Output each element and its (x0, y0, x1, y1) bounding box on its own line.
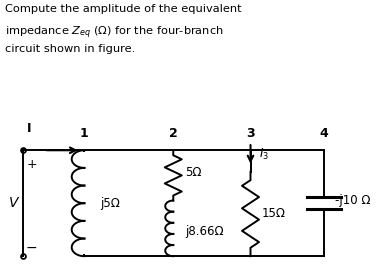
Text: $-$: $-$ (25, 240, 37, 253)
Text: circuit shown in figure.: circuit shown in figure. (5, 44, 135, 54)
Text: 15Ω: 15Ω (262, 208, 286, 220)
Text: V: V (9, 196, 19, 210)
Text: 2: 2 (169, 127, 178, 140)
Text: +: + (26, 158, 37, 171)
Text: 1: 1 (80, 127, 89, 140)
Text: j5Ω: j5Ω (100, 197, 120, 210)
Text: $I_3$: $I_3$ (259, 147, 269, 162)
Text: j8.66Ω: j8.66Ω (185, 225, 223, 238)
Text: Compute the amplitude of the equivalent: Compute the amplitude of the equivalent (5, 4, 242, 14)
Text: 5Ω: 5Ω (185, 166, 202, 179)
Text: 4: 4 (319, 127, 328, 140)
Text: impedance $Z_{eq}$ ($\Omega$) for the four-branch: impedance $Z_{eq}$ ($\Omega$) for the fo… (5, 24, 224, 41)
Text: 3: 3 (246, 127, 255, 140)
Text: I: I (26, 122, 31, 136)
Text: -j10 Ω: -j10 Ω (335, 194, 371, 207)
